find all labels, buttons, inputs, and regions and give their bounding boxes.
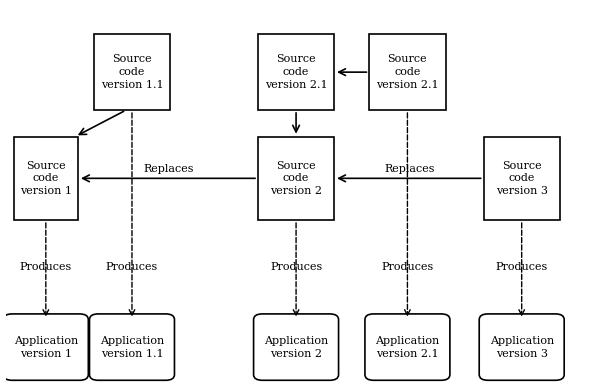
- Text: Application
version 1.1: Application version 1.1: [100, 336, 164, 358]
- Text: Source
code
version 3: Source code version 3: [496, 161, 548, 196]
- FancyBboxPatch shape: [258, 137, 334, 220]
- Text: Application
version 3: Application version 3: [490, 336, 554, 358]
- FancyBboxPatch shape: [479, 314, 564, 380]
- Text: Source
code
version 1.1: Source code version 1.1: [100, 54, 163, 90]
- FancyBboxPatch shape: [94, 34, 170, 110]
- Text: Produces: Produces: [20, 262, 72, 272]
- Text: Application
version 2: Application version 2: [264, 336, 328, 358]
- FancyBboxPatch shape: [254, 314, 338, 380]
- FancyBboxPatch shape: [484, 137, 560, 220]
- FancyBboxPatch shape: [370, 34, 446, 110]
- Text: Application
version 2.1: Application version 2.1: [376, 336, 440, 358]
- Text: Produces: Produces: [382, 262, 434, 272]
- Text: Source
code
version 2.1: Source code version 2.1: [265, 54, 327, 90]
- Text: Produces: Produces: [496, 262, 548, 272]
- FancyBboxPatch shape: [258, 34, 334, 110]
- Text: Source
code
version 2: Source code version 2: [270, 161, 322, 196]
- Text: Replaces: Replaces: [143, 164, 194, 174]
- FancyBboxPatch shape: [4, 314, 89, 380]
- Text: Produces: Produces: [270, 262, 322, 272]
- FancyBboxPatch shape: [14, 137, 78, 220]
- Text: Application
version 1: Application version 1: [14, 336, 78, 358]
- Text: Source
code
version 1: Source code version 1: [20, 161, 72, 196]
- Text: Produces: Produces: [106, 262, 158, 272]
- Text: Source
code
version 2.1: Source code version 2.1: [376, 54, 439, 90]
- Text: Replaces: Replaces: [384, 164, 434, 174]
- FancyBboxPatch shape: [90, 314, 175, 380]
- FancyBboxPatch shape: [365, 314, 450, 380]
